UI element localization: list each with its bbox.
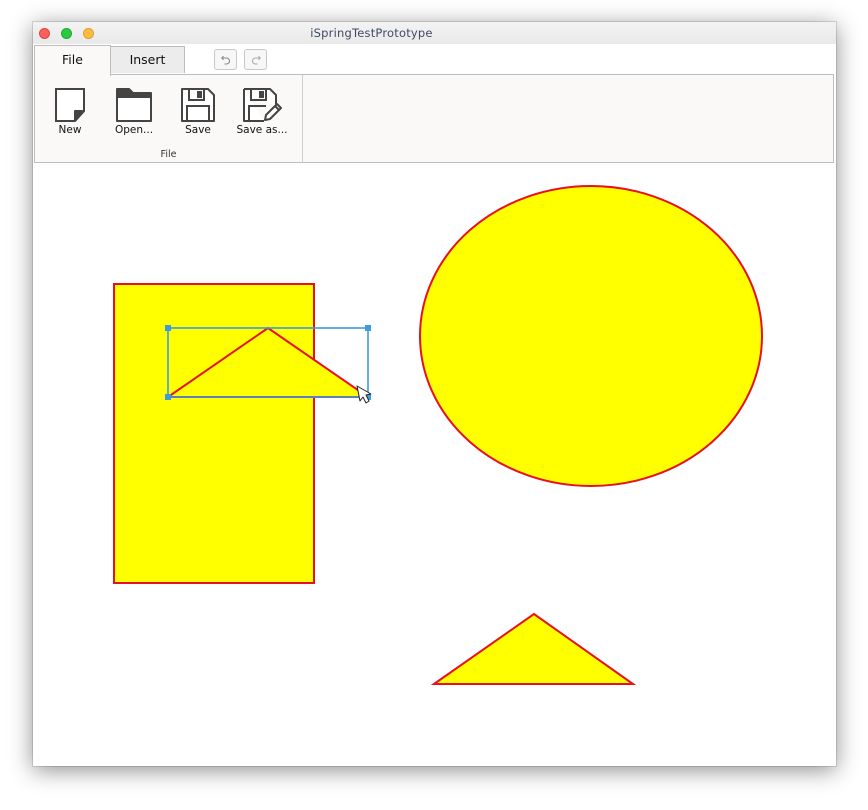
open-button[interactable]: Open... [104, 83, 164, 141]
canvas-svg [113, 185, 763, 685]
save-as-icon [243, 88, 282, 122]
minimize-window-button[interactable] [61, 28, 72, 39]
undo-icon [221, 55, 230, 65]
new-label: New [58, 124, 82, 136]
tab-insert[interactable]: Insert [110, 46, 185, 73]
redo-button[interactable] [244, 49, 267, 70]
save-label: Save [185, 124, 211, 136]
open-label: Open... [114, 124, 154, 136]
save-button[interactable]: Save [168, 83, 228, 141]
triangle-shape[interactable] [430, 612, 637, 685]
app-window: iSpringTestPrototype File Insert N [33, 22, 836, 766]
ribbon-group-file: New Open... Save [35, 75, 303, 162]
resize-handle-top-right[interactable] [365, 325, 371, 331]
new-button[interactable]: New [40, 83, 100, 141]
redo-icon [252, 55, 261, 65]
window-title: iSpringTestPrototype [310, 26, 433, 40]
ellipse-shape[interactable] [419, 185, 763, 487]
close-window-button[interactable] [39, 28, 50, 39]
title-bar: iSpringTestPrototype [33, 22, 836, 44]
tab-file[interactable]: File [34, 45, 111, 76]
floppy-disk-icon [181, 88, 215, 122]
save-as-button[interactable]: Save as... [232, 83, 292, 141]
resize-handle-bottom-right[interactable] [365, 394, 371, 400]
resize-handle-bottom-left[interactable] [165, 394, 171, 400]
selection-frame[interactable] [167, 327, 369, 398]
drawing-canvas[interactable] [33, 163, 836, 766]
undo-button[interactable] [214, 49, 237, 70]
ribbon-group-label: File [160, 149, 177, 160]
folder-icon [116, 88, 152, 122]
mouse-pointer-icon [356, 385, 372, 404]
new-document-icon [55, 88, 85, 122]
maximize-window-button[interactable] [83, 28, 94, 39]
ribbon-tabs: File Insert [33, 44, 836, 76]
rectangle-shape[interactable] [113, 283, 315, 584]
resize-handle-top-left[interactable] [165, 325, 171, 331]
ribbon-panel: New Open... Save [34, 74, 834, 163]
save-as-label: Save as... [236, 124, 288, 136]
